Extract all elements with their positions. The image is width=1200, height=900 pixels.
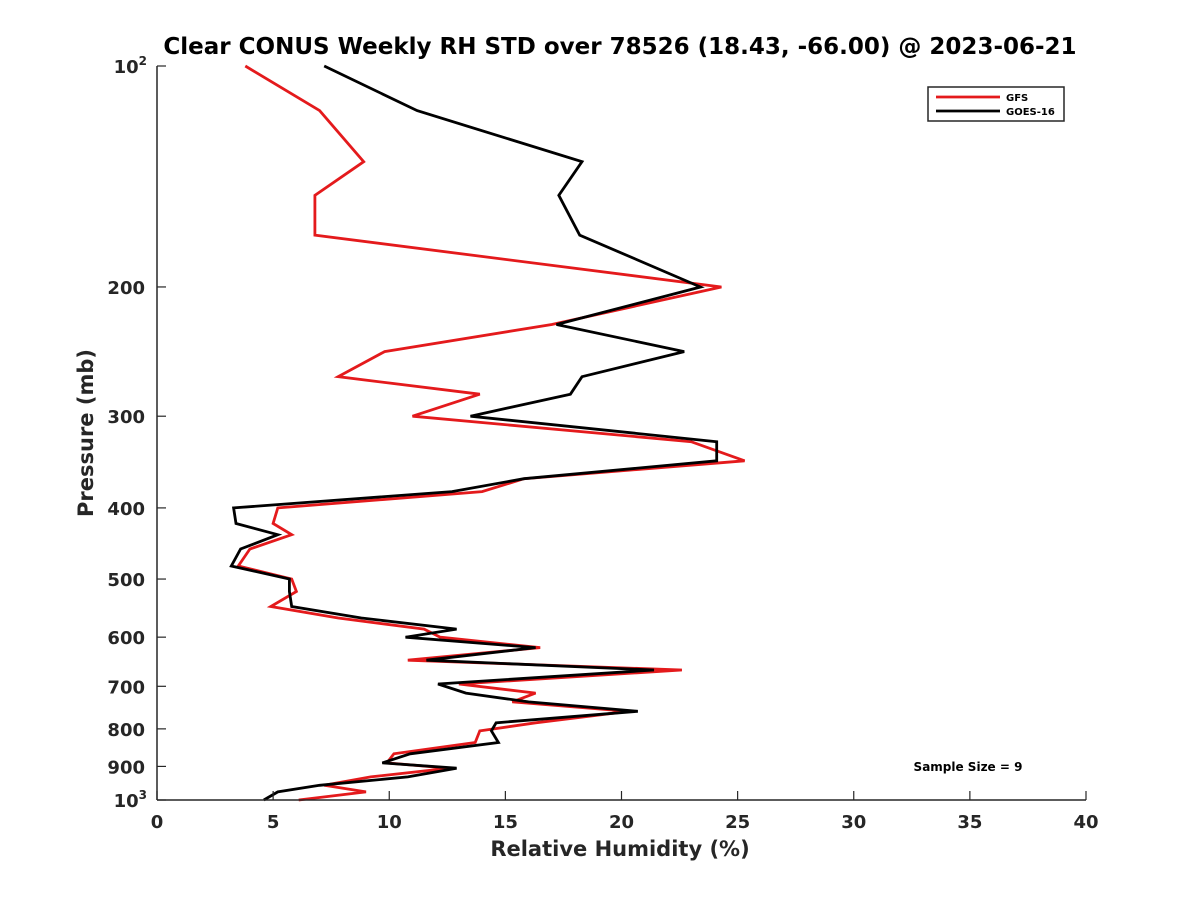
y-tick-label: 102	[114, 54, 147, 78]
x-tick-label: 40	[1073, 812, 1098, 833]
y-tick-label: 700	[107, 677, 145, 698]
x-tick-label: 20	[609, 812, 634, 833]
x-tick-label: 15	[493, 812, 518, 833]
legend-entry-gfs: GFS	[1006, 93, 1028, 104]
legend-box	[927, 86, 1065, 122]
y-tick-label: 103	[114, 788, 147, 812]
y-axis-label: Pressure (mb)	[74, 349, 98, 517]
series-line-gfs	[236, 64, 746, 802]
x-tick-label: 25	[725, 812, 750, 833]
legend: GFS GOES-16	[927, 86, 1065, 122]
x-tick-label: 5	[267, 812, 280, 833]
x-axis-label: Relative Humidity (%)	[490, 837, 749, 861]
chart-title: Clear CONUS Weekly RH STD over 78526 (18…	[163, 34, 1076, 60]
sample-size-annotation: Sample Size = 9	[914, 760, 1023, 774]
axes-layer: 0 5 10 15 20 25 30 35 40 102 200 300 400 500 600 700 800…	[107, 54, 1098, 833]
x-tick-label: 0	[151, 812, 164, 833]
x-tick-label: 30	[841, 812, 866, 833]
y-tick-label: 800	[107, 720, 145, 741]
x-tick-label: 35	[957, 812, 982, 833]
y-tick-label: 400	[107, 499, 145, 520]
legend-entry-goes-16: GOES-16	[1006, 107, 1055, 118]
series-layer	[229, 64, 746, 802]
series-line-goes-16	[229, 64, 719, 802]
y-tick-label: 300	[107, 407, 145, 428]
y-tick-label: 200	[107, 278, 145, 299]
y-tick-label: 900	[107, 757, 145, 778]
x-tick-label: 10	[377, 812, 402, 833]
y-tick-label: 600	[107, 628, 145, 649]
y-tick-label: 500	[107, 570, 145, 591]
